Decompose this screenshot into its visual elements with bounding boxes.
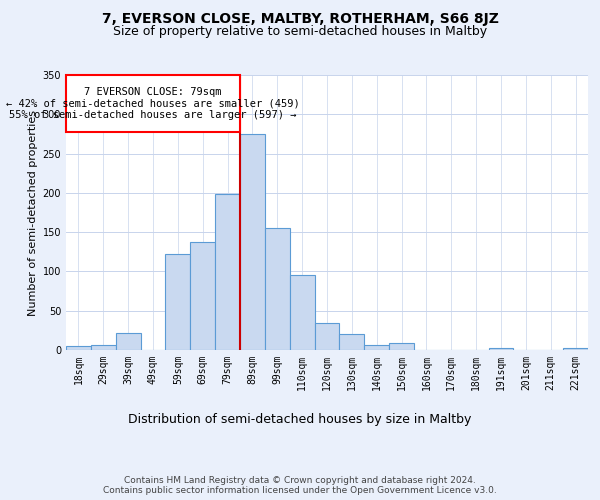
Bar (66, 346, 91, 350)
Text: 7, EVERSON CLOSE, MALTBY, ROTHERHAM, S66 8JZ: 7, EVERSON CLOSE, MALTBY, ROTHERHAM, S66… (101, 12, 499, 26)
Text: 7 EVERSON CLOSE: 79sqm
← 42% of semi-detached houses are smaller (459)
55% of se: 7 EVERSON CLOSE: 79sqm ← 42% of semi-det… (6, 87, 300, 120)
Bar (91, 346, 116, 350)
Bar (290, 276, 314, 350)
Y-axis label: Number of semi-detached properties: Number of semi-detached properties (28, 110, 38, 316)
Bar (488, 348, 514, 350)
Bar (240, 134, 265, 350)
Bar (116, 332, 140, 350)
Bar (314, 322, 340, 350)
Bar (265, 228, 290, 350)
Bar (389, 343, 414, 350)
Bar (190, 242, 215, 350)
Bar (364, 344, 389, 350)
Bar (215, 194, 240, 350)
Bar (340, 334, 364, 350)
Bar (166, 254, 190, 350)
Text: Contains HM Land Registry data © Crown copyright and database right 2024.
Contai: Contains HM Land Registry data © Crown c… (103, 476, 497, 495)
Text: Distribution of semi-detached houses by size in Maltby: Distribution of semi-detached houses by … (128, 412, 472, 426)
Text: Size of property relative to semi-detached houses in Maltby: Size of property relative to semi-detach… (113, 25, 487, 38)
Bar (563, 348, 588, 350)
